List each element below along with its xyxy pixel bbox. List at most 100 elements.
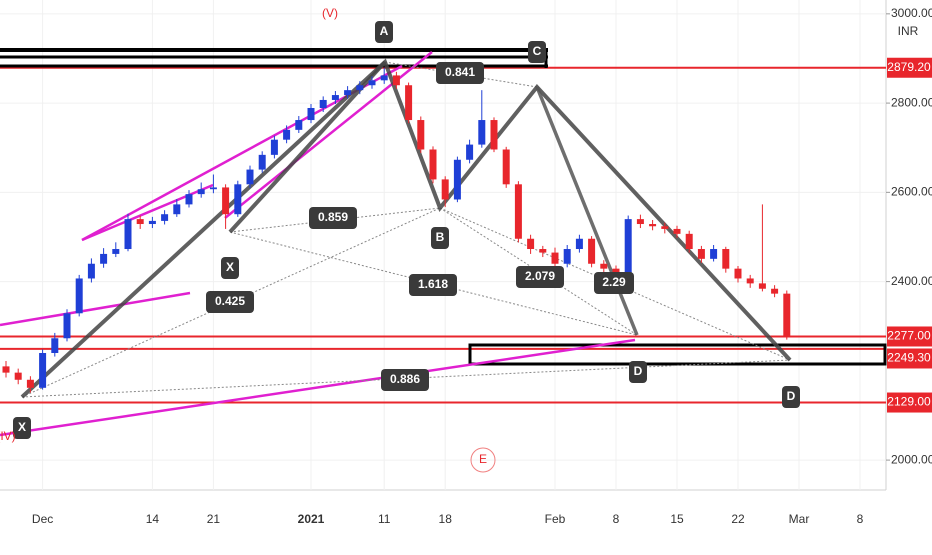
candle-body <box>551 252 559 264</box>
x-tick-label: 2021 <box>298 512 325 526</box>
wave-label: (V) <box>322 6 338 20</box>
price-label-box <box>887 392 932 413</box>
candle-body <box>783 293 791 337</box>
x-tick-label: 14 <box>146 512 160 526</box>
annotation-label: 0.841 <box>445 65 475 79</box>
annotation-label: 0.886 <box>390 372 420 386</box>
candle-body <box>649 224 657 227</box>
annotation-box <box>629 361 647 383</box>
price-label: 2129.00 <box>887 395 931 409</box>
candle-body <box>173 204 181 215</box>
price-label: 2277.00 <box>887 329 931 343</box>
candle-body <box>478 120 486 145</box>
candle-body <box>441 179 449 200</box>
candle-body <box>2 366 10 373</box>
candle-body <box>161 214 169 221</box>
annotation-label: 0.859 <box>318 210 348 224</box>
candle-body <box>124 219 132 250</box>
candle-body <box>429 149 437 180</box>
annotation-label: X <box>226 260 234 274</box>
candles <box>2 67 791 393</box>
annotation-label: 2.29 <box>602 275 626 289</box>
annotation-box <box>594 272 634 294</box>
annotation-box <box>431 227 449 249</box>
candle-body <box>758 283 766 289</box>
candle-body <box>258 154 266 170</box>
candle-body <box>26 379 34 388</box>
y-tick-label: 2800.00 <box>891 95 932 109</box>
price-label-box <box>887 348 932 369</box>
annotation-box <box>516 266 564 288</box>
candle-body <box>588 238 596 264</box>
annotation-label: 1.618 <box>418 277 448 291</box>
candle-body <box>490 120 498 150</box>
price-label: 2249.30 <box>887 351 931 365</box>
zone-box <box>468 343 887 366</box>
candle-body <box>734 268 742 279</box>
candle-body <box>51 338 59 353</box>
ratio-line <box>439 207 791 361</box>
candle-body <box>392 75 400 86</box>
candle-body <box>112 249 120 254</box>
candle-body <box>331 95 339 100</box>
x-tick-label: 22 <box>731 512 745 526</box>
candle-body <box>295 120 303 130</box>
candle-body <box>39 352 47 388</box>
x-tick-label: 21 <box>207 512 221 526</box>
candle-body <box>209 187 217 190</box>
x-tick-label: 18 <box>439 512 453 526</box>
annotation-box <box>381 369 429 391</box>
x-tick-label: 8 <box>857 512 864 526</box>
annotations: A C B X X D D 0.841 0.859 1.618 2.079 2.29 0.425 0.88… <box>0 6 800 473</box>
candle-body <box>502 149 510 185</box>
candle-body <box>368 80 376 86</box>
channel-line <box>0 338 636 437</box>
candle-body <box>722 249 730 269</box>
x-tick-label: Dec <box>32 512 53 526</box>
candle-body <box>771 288 779 294</box>
candle-body <box>270 139 278 155</box>
candle-body <box>563 249 571 264</box>
y-tick-label: 2000.00 <box>891 452 932 466</box>
candle-body <box>136 219 144 225</box>
candle-body <box>14 372 22 380</box>
candle-body <box>222 187 230 215</box>
annotation-label: B <box>436 230 445 244</box>
candle-body <box>600 263 608 269</box>
annotation-label: D <box>787 389 796 403</box>
annotation-label: 0.425 <box>215 294 245 308</box>
annotation-box <box>221 257 239 279</box>
candle-body <box>63 313 71 339</box>
x-tick-label: 11 <box>378 512 391 526</box>
candle-body <box>685 233 693 250</box>
candle-body <box>710 249 718 259</box>
annotation-box <box>782 386 800 408</box>
candle-body <box>661 226 669 229</box>
annotation-label: A <box>380 24 389 38</box>
wave-circle <box>470 447 496 473</box>
price-label-box <box>887 326 932 347</box>
candle-body <box>380 75 388 81</box>
candle-body <box>624 219 632 279</box>
candle-body <box>344 90 352 96</box>
x-tick-label: Feb <box>545 512 566 526</box>
pattern-line <box>228 60 387 234</box>
y-tick-label: 3000.00 <box>891 6 932 20</box>
candle-body <box>673 228 681 234</box>
candle-body <box>197 189 205 195</box>
x-tick-label: 8 <box>613 512 620 526</box>
annotation-box <box>13 417 31 439</box>
candle-body <box>319 99 327 108</box>
wave-label: E <box>479 452 487 466</box>
candle-body <box>636 219 644 225</box>
candle-body <box>75 278 83 314</box>
annotation-box <box>409 274 457 296</box>
candle-body <box>417 120 425 150</box>
currency: INR <box>898 24 919 38</box>
annotation-label: X <box>18 420 26 434</box>
pattern-line <box>20 58 792 399</box>
y-tick-label: 2600.00 <box>891 185 932 199</box>
y-tick-label: 2400.00 <box>891 274 932 288</box>
annotation-box <box>309 207 357 229</box>
